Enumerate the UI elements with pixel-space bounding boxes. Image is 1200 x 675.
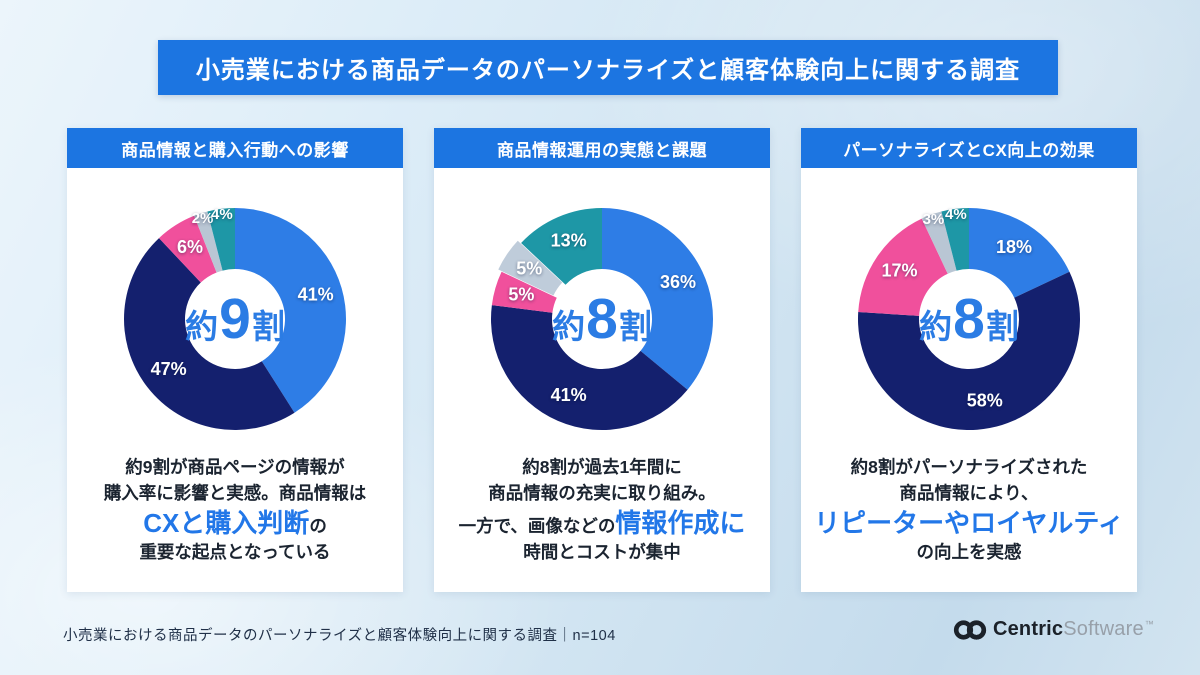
- description-line: 約9割が商品ページの情報が: [67, 454, 403, 480]
- description-line: 重要な起点となっている: [67, 539, 403, 565]
- donut-segment: [207, 208, 235, 271]
- donut-segment: [123, 238, 295, 430]
- description-text: 商品情報の充実に取り組み。: [488, 483, 716, 504]
- donut-chart-1: 41% 47% 6% 2% 4% 約 9 割: [110, 194, 360, 444]
- segment-percentage-label: 4%: [211, 206, 233, 223]
- description-line: 約8割がパーソナライズされた: [801, 454, 1137, 480]
- donut-svg: 18% 58% 17% 3% 4%: [858, 206, 1080, 430]
- centric-rings-icon: [953, 619, 987, 640]
- panel-description: 約8割が過去1年間に 商品情報の充実に取り組み。 一方で、画像などの情報作成に 時間と…: [434, 454, 770, 565]
- donut-segment: [194, 211, 223, 273]
- main-title: 小売業における商品データのパーソナライズと顧客体験向上に関する調査: [195, 57, 1021, 84]
- segment-percentage-label: 5%: [508, 284, 534, 304]
- description-line: CXと購入判断の: [67, 507, 403, 540]
- panel-header: 商品情報運用の実態と課題: [434, 128, 770, 168]
- segment-percentage-label: 18%: [996, 237, 1032, 257]
- segment-percentage-label: 4%: [945, 206, 967, 223]
- description-line: 商品情報により、: [801, 480, 1137, 506]
- description-text: 商品情報により、: [899, 483, 1039, 504]
- donut-segment: [159, 215, 217, 283]
- donut-segment: [969, 208, 1070, 298]
- logo-text-bold: Centric: [992, 618, 1064, 640]
- logo-text-light: Software: [1063, 618, 1144, 640]
- segment-percentage-label: 13%: [551, 231, 587, 251]
- donut-segment: [858, 218, 948, 316]
- donut-segment: [521, 208, 602, 285]
- description-line: 約8割が過去1年間に: [434, 454, 770, 480]
- description-text: の向上を実感: [916, 542, 1022, 562]
- segment-percentage-label: 5%: [516, 258, 542, 278]
- segment-percentage-label: 41%: [551, 385, 587, 405]
- donut-svg: 36% 41% 5% 5% 13%: [491, 208, 713, 431]
- main-title-banner: 小売業における商品データのパーソナライズと顧客体験向上に関する調査: [158, 40, 1058, 95]
- panel-product-info-impact: 商品情報と購入行動への影響 41% 47% 6% 2% 4% 約 9 割 約9割が商品ペ…: [67, 128, 403, 592]
- description-text: 約8割がパーソナライズされた: [850, 457, 1088, 477]
- description-line: 一方で、画像などの情報作成に: [434, 507, 770, 540]
- description-text: の: [309, 515, 327, 536]
- description-line: 購入率に影響と実感。商品情報は: [67, 480, 403, 506]
- description-line: リピーターやロイヤルティ: [801, 507, 1137, 540]
- description-emphasis: CXと購入判断: [143, 507, 310, 538]
- segment-percentage-label: 6%: [177, 237, 203, 257]
- donut-segment: [921, 211, 957, 274]
- segment-percentage-label: 47%: [151, 359, 187, 379]
- segment-percentage-label: 17%: [882, 261, 918, 281]
- segment-percentage-label: 2%: [192, 210, 214, 227]
- centric-software-logo: CentricSoftware™: [953, 618, 1154, 641]
- panel-header: 商品情報と購入行動への影響: [67, 128, 403, 168]
- source-note: 小売業における商品データのパーソナライズと顧客体験向上に関する調査｜n=104: [63, 628, 616, 644]
- description-line: の向上を実感: [801, 539, 1137, 565]
- panel-personalize-cx-effect: パーソナライズとCX向上の効果 18% 58% 17% 3% 4% 約 8 割 約8割が…: [801, 128, 1137, 592]
- donut-segment: [858, 271, 1080, 430]
- description-text: 一方で、画像などの: [458, 515, 616, 536]
- donut-segment: [941, 208, 969, 271]
- donut-svg: 41% 47% 6% 2%4%: [123, 206, 346, 430]
- donut-segment: [235, 208, 346, 413]
- description-text: 購入率に影響と実感。商品情報は: [103, 483, 367, 504]
- trademark-mark: ™: [1144, 619, 1154, 630]
- description-text: 約8割が過去1年間に: [522, 457, 682, 477]
- logo-text: CentricSoftware™: [993, 618, 1154, 641]
- segment-percentage-label: 41%: [298, 284, 334, 304]
- donut-chart-2: 36% 41% 5% 5% 13% 約 8 割: [477, 194, 727, 444]
- description-text: 時間とコストが集中: [523, 542, 681, 562]
- donut-segment: [491, 271, 557, 313]
- segment-percentage-label: 58%: [967, 390, 1003, 410]
- description-line: 商品情報の充実に取り組み。: [434, 480, 770, 506]
- segment-percentage-label: 36%: [660, 272, 696, 292]
- donut-chart-3: 18% 58% 17% 3% 4% 約 8 割: [844, 194, 1094, 444]
- donut-segment: [602, 208, 713, 390]
- panel-description: 約9割が商品ページの情報が 購入率に影響と実感。商品情報は CXと購入判断の 重要な起…: [67, 454, 403, 565]
- donut-segment: [491, 305, 688, 431]
- panel-operation-reality: 商品情報運用の実態と課題 36% 41% 5% 5% 13% 約 8 割 約8割が過去1…: [434, 128, 770, 592]
- panel-description: 約8割がパーソナライズされた 商品情報により、リピーターやロイヤルティの向上を実感: [801, 454, 1137, 565]
- description-emphasis: リピーターやロイヤルティ: [814, 507, 1124, 538]
- segment-percentage-label: 3%: [923, 211, 945, 228]
- panel-header: パーソナライズとCX向上の効果: [801, 128, 1137, 168]
- description-emphasis: 情報作成に: [615, 507, 746, 538]
- description-text: 重要な起点となっている: [139, 542, 331, 562]
- description-line: 時間とコストが集中: [434, 539, 770, 565]
- donut-segment: [498, 240, 563, 296]
- description-text: 約9割が商品ページの情報が: [125, 457, 345, 477]
